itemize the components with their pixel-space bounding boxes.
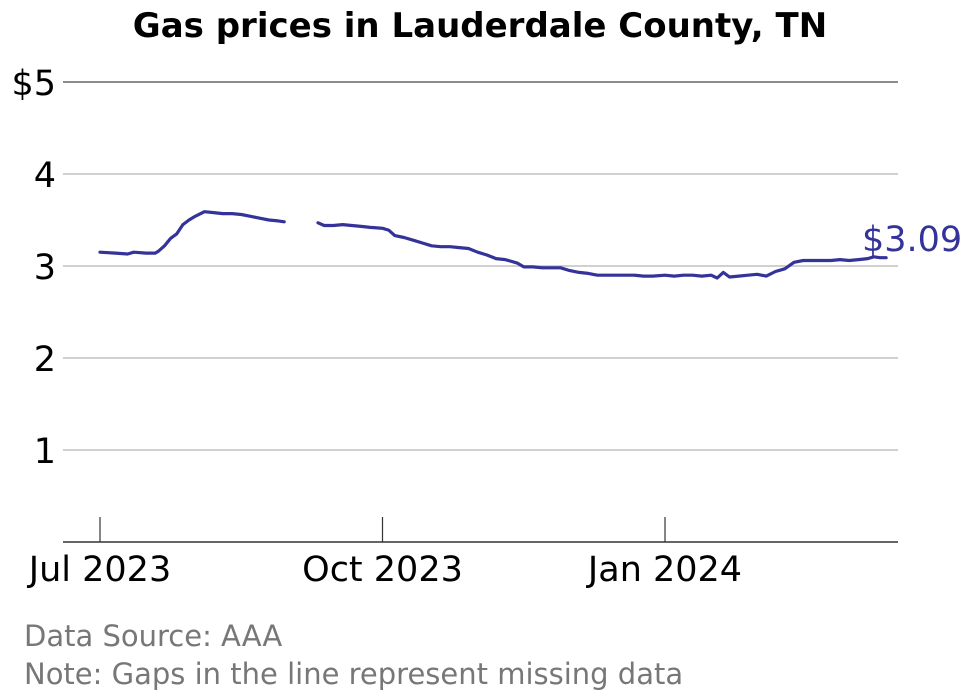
y-tick-label: 1 xyxy=(34,432,56,472)
x-tick-label: Jul 2023 xyxy=(27,550,171,590)
x-axis-ticks: Jul 2023 Oct 2023 Jan 2024 xyxy=(27,517,742,590)
missing-data-note: Note: Gaps in the line represent missing… xyxy=(24,657,683,691)
y-tick-label: $5 xyxy=(11,64,56,104)
y-tick-label: 2 xyxy=(34,340,56,380)
y-tick-label: 3 xyxy=(34,248,56,288)
y-tick-label: 4 xyxy=(34,156,56,196)
x-tick-label: Oct 2023 xyxy=(302,550,463,590)
y-axis-tick-labels: 1 2 3 4 $5 xyxy=(11,64,56,472)
price-series xyxy=(98,210,888,280)
data-source-note: Data Source: AAA xyxy=(24,619,282,653)
y-gridlines xyxy=(63,81,898,451)
x-tick-label: Jan 2024 xyxy=(586,550,742,590)
chart-title: Gas prices in Lauderdale County, TN xyxy=(133,6,827,46)
series-line-segment xyxy=(98,210,286,256)
series-line-segment xyxy=(316,221,888,280)
last-value-label: $3.09 xyxy=(862,220,962,260)
